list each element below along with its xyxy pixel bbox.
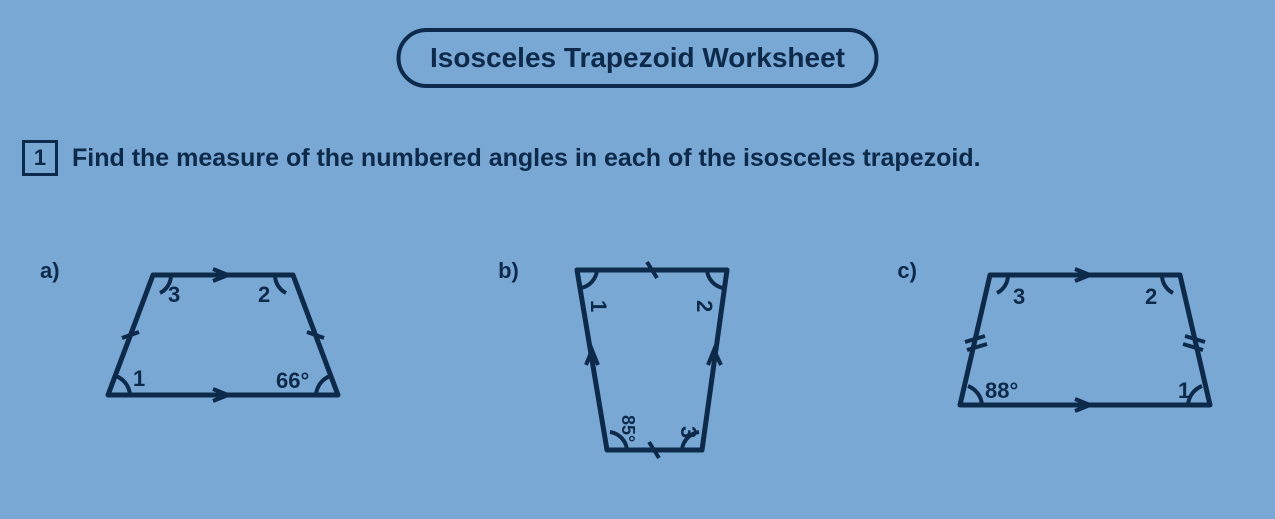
- angle-label-3: 3: [1013, 284, 1025, 309]
- question-row: 1 Find the measure of the numbered angle…: [22, 140, 981, 176]
- problem-a: a) 1 2 3 66°: [40, 250, 368, 470]
- angle-label-1: 1: [133, 366, 145, 391]
- problem-a-label: a): [40, 258, 60, 284]
- angle-label-1: 1: [1178, 378, 1190, 403]
- trapezoid-a: 1 2 3 66°: [78, 250, 368, 420]
- question-number-box: 1: [22, 140, 58, 176]
- problem-c: c) 88° 1 2 3: [897, 250, 1235, 470]
- angle-label-1: 1: [586, 300, 611, 312]
- angle-label-2: 2: [258, 282, 270, 307]
- question-text: Find the measure of the numbered angles …: [72, 144, 981, 173]
- trapezoid-b: 1 2 3 85°: [537, 250, 767, 470]
- angle-label-2: 2: [692, 300, 717, 312]
- angle-label-3: 3: [168, 282, 180, 307]
- given-angle-b: 85°: [618, 415, 638, 442]
- given-angle-c: 88°: [985, 378, 1018, 403]
- worksheet-title: Isosceles Trapezoid Worksheet: [396, 28, 879, 88]
- given-angle-a: 66°: [276, 368, 309, 393]
- trapezoid-c: 88° 1 2 3: [935, 250, 1235, 430]
- problem-b-label: b): [498, 258, 519, 284]
- problems-row: a) 1 2 3 66° b): [40, 250, 1235, 470]
- problem-c-label: c): [897, 258, 917, 284]
- problem-b: b) 1 2 3 85°: [498, 250, 767, 470]
- angle-label-2: 2: [1145, 284, 1157, 309]
- angle-label-3: 3: [676, 426, 701, 438]
